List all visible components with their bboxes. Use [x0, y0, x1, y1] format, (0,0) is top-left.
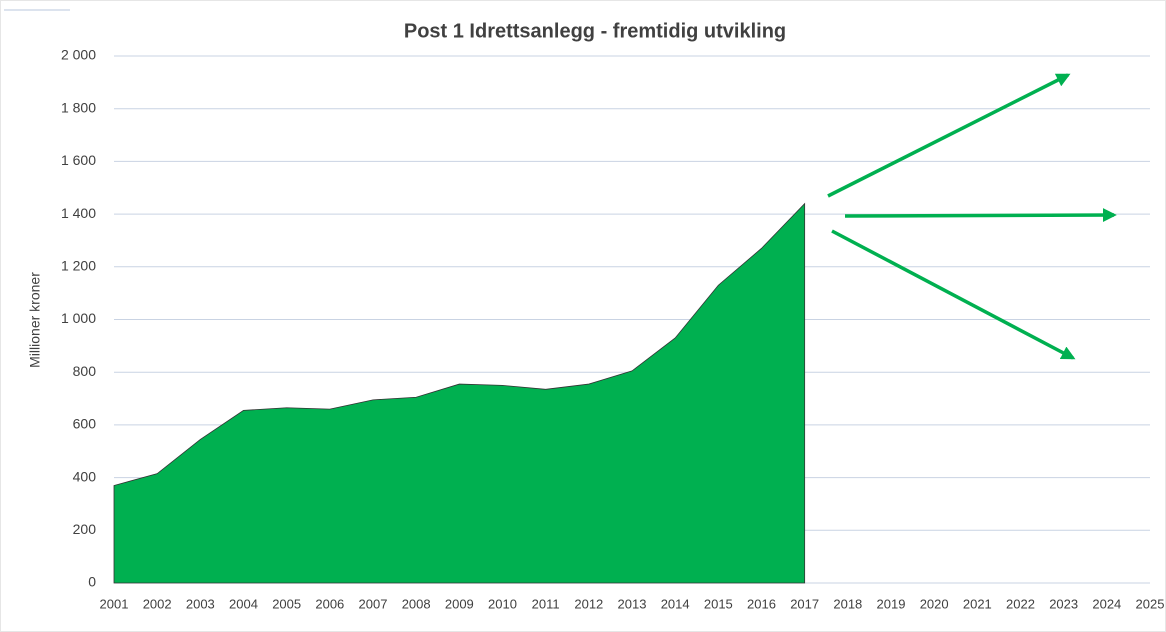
trend-arrows: [827, 73, 1117, 360]
y-axis-label: Millioner kroner: [27, 272, 43, 368]
y-tick-label: 1 200: [61, 258, 96, 274]
x-tick-label: 2002: [143, 596, 172, 611]
arrow-up: [827, 73, 1071, 198]
x-tick-label: 2021: [963, 596, 992, 611]
x-tick-label: 2023: [1049, 596, 1078, 611]
y-tick-label: 1 600: [61, 152, 96, 168]
x-tick-label: 2024: [1092, 596, 1121, 611]
x-tick-label: 2025: [1136, 596, 1165, 611]
x-tick-label: 2015: [704, 596, 733, 611]
y-tick-label: 1 000: [61, 310, 96, 326]
chart-title: Post 1 Idrettsanlegg - fremtidig utvikli…: [404, 20, 786, 42]
x-tick-label: 2005: [272, 596, 301, 611]
x-tick-label: 2016: [747, 596, 776, 611]
x-tick-label: 2009: [445, 596, 474, 611]
x-tick-label: 2003: [186, 596, 215, 611]
arrow-flat: [844, 208, 1117, 223]
x-tick-label: 2022: [1006, 596, 1035, 611]
y-tick-label: 1 800: [61, 99, 96, 115]
y-tick-label: 0: [88, 574, 96, 590]
x-tick-label: 2008: [402, 596, 431, 611]
x-tick-label: 2012: [574, 596, 603, 611]
area: [113, 202, 806, 584]
y-tick-label: 800: [73, 363, 97, 379]
y-tick-label: 600: [73, 416, 97, 432]
x-tick-label: 2007: [359, 596, 388, 611]
x-tick-label: 2019: [877, 596, 906, 611]
y-tick-label: 200: [73, 521, 97, 537]
x-tick-label: 2013: [618, 596, 647, 611]
x-tick-label: 2010: [488, 596, 517, 611]
x-tick-label: 2011: [532, 596, 560, 611]
x-tick-label: 2017: [790, 596, 819, 611]
x-tick-label: 2006: [315, 596, 344, 611]
arrow-down: [831, 229, 1076, 360]
x-tick-label: 2020: [920, 596, 949, 611]
x-tick-label: 2014: [661, 596, 690, 611]
x-tick-label: 2001: [100, 596, 129, 611]
y-tick-label: 1 400: [61, 205, 96, 221]
x-tick-label: 2004: [229, 596, 258, 611]
y-tick-label: 2 000: [61, 47, 96, 63]
x-tick-label: 2018: [833, 596, 862, 611]
y-tick-label: 400: [73, 468, 97, 484]
